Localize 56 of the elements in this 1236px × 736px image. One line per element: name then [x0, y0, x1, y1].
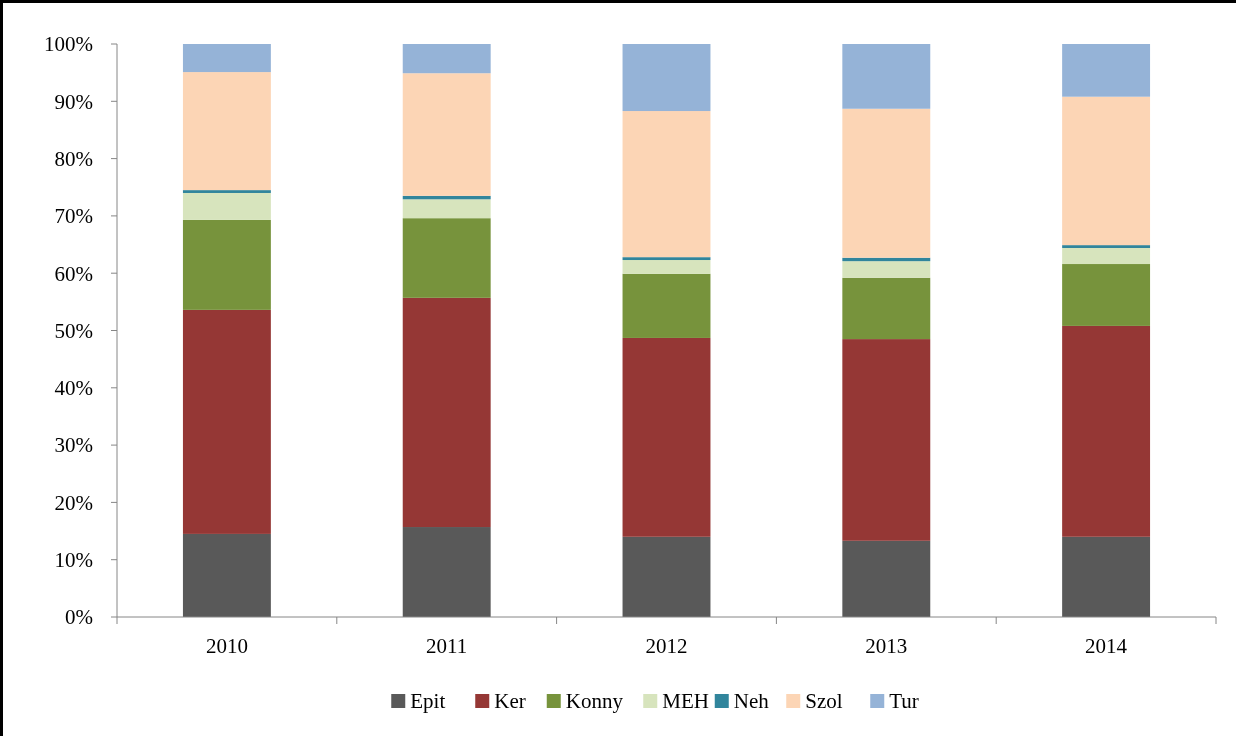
- bar: [1062, 264, 1151, 326]
- y-tick-label: 10%: [54, 548, 93, 573]
- bar: [1062, 96, 1151, 246]
- bar: [842, 108, 931, 258]
- x-tick-label: 2010: [205, 634, 248, 658]
- bar: [842, 277, 931, 340]
- bar: [622, 257, 711, 261]
- legend-label: Ker: [494, 689, 526, 714]
- bar: [402, 44, 491, 74]
- bar: [622, 260, 711, 274]
- bar: [1062, 44, 1151, 97]
- y-tick-label: 90%: [54, 89, 93, 114]
- x-tick-label: 2014: [1085, 634, 1128, 658]
- bar: [402, 199, 491, 219]
- x-tick-label: 2013: [865, 634, 908, 658]
- y-tick-label: 50%: [54, 318, 93, 343]
- y-tick-label: 70%: [54, 204, 93, 229]
- bar: [402, 297, 491, 528]
- bar: [182, 219, 271, 310]
- legend-label: Epit: [410, 689, 446, 714]
- bar: [1062, 325, 1151, 537]
- x-tick-label: 2011: [426, 634, 468, 658]
- bar: [622, 273, 711, 338]
- legend-label: Neh: [733, 689, 770, 714]
- legend-label: Szol: [805, 689, 843, 714]
- bar: [842, 339, 931, 541]
- bar: [1062, 247, 1151, 265]
- bar: [622, 111, 711, 258]
- legend-label: Tur: [889, 689, 919, 714]
- y-tick-label: 30%: [54, 433, 93, 458]
- bar: [622, 44, 711, 112]
- y-tick-label: 0%: [65, 605, 93, 630]
- y-tick-label: 20%: [54, 490, 93, 515]
- bar: [182, 72, 271, 191]
- bar: [842, 44, 931, 109]
- bar: [182, 533, 271, 617]
- bar: [842, 540, 931, 617]
- bar: [622, 536, 711, 617]
- bar: [842, 261, 931, 278]
- legend-label: Konny: [565, 689, 624, 714]
- bar: [402, 218, 491, 298]
- bar: [182, 190, 271, 193]
- y-tick-label: 40%: [54, 376, 93, 401]
- bar: [1062, 536, 1151, 617]
- bar: [182, 309, 271, 534]
- bar: [402, 73, 491, 196]
- y-tick-label: 80%: [54, 146, 93, 171]
- y-tick-label: 100%: [44, 32, 93, 57]
- bar: [622, 337, 711, 537]
- legend-label: MEH: [662, 689, 709, 714]
- bar: [182, 44, 271, 73]
- x-tick-label: 2012: [645, 634, 688, 658]
- y-tick-label: 60%: [54, 261, 93, 286]
- bar: [402, 527, 491, 617]
- bar: [1062, 245, 1151, 248]
- bar: [182, 192, 271, 220]
